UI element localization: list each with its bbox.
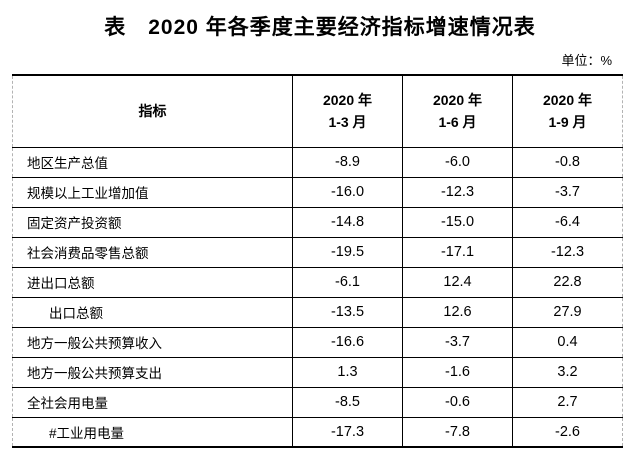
table-row: #工业用电量 -17.3 -7.8 -2.6 bbox=[12, 416, 623, 447]
table-row: 社会消费品零售总额 -19.5 -17.1 -12.3 bbox=[12, 236, 623, 267]
row-label: 规模以上工业增加值 bbox=[12, 176, 293, 207]
row-value: -2.6 bbox=[512, 416, 623, 447]
header-indicator: 指标 bbox=[12, 74, 293, 147]
row-value: 0.4 bbox=[512, 326, 623, 357]
row-value: -6.4 bbox=[512, 206, 623, 237]
header-period-range: 1-6 月 bbox=[438, 114, 477, 131]
header-period-range: 1-3 月 bbox=[328, 114, 367, 131]
row-value: -16.6 bbox=[292, 326, 403, 357]
row-value: -7.8 bbox=[402, 416, 513, 447]
row-label: 地方一般公共预算支出 bbox=[12, 356, 293, 387]
row-value: -14.8 bbox=[292, 206, 403, 237]
row-value: 27.9 bbox=[512, 296, 623, 327]
header-period-year: 2020 年 bbox=[322, 92, 373, 109]
row-value: -0.6 bbox=[402, 386, 513, 417]
row-value: -3.7 bbox=[512, 176, 623, 207]
row-label: 进出口总额 bbox=[12, 266, 293, 297]
row-value: 2.7 bbox=[512, 386, 623, 417]
table-row: 规模以上工业增加值 -16.0 -12.3 -3.7 bbox=[12, 176, 623, 207]
row-value: -13.5 bbox=[292, 296, 403, 327]
row-label: 全社会用电量 bbox=[12, 386, 293, 417]
row-value: -15.0 bbox=[402, 206, 513, 237]
row-value: -12.3 bbox=[512, 236, 623, 267]
unit-label: 单位：% bbox=[561, 53, 612, 68]
row-value: -3.7 bbox=[402, 326, 513, 357]
header-period-range: 1-9 月 bbox=[548, 114, 587, 131]
table-row: 地方一般公共预算支出 1.3 -1.6 3.2 bbox=[12, 356, 623, 387]
row-label: 地方一般公共预算收入 bbox=[12, 326, 293, 357]
row-label: 出口总额 bbox=[12, 296, 293, 327]
table-row: 进出口总额 -6.1 12.4 22.8 bbox=[12, 266, 623, 297]
table-row: 地方一般公共预算收入 -16.6 -3.7 0.4 bbox=[12, 326, 623, 357]
header-period-q2: 2020 年 1-6 月 bbox=[402, 74, 513, 147]
header-period-q3: 2020 年 1-9 月 bbox=[512, 74, 623, 147]
table-row: 地区生产总值 -8.9 -6.0 -0.8 bbox=[12, 146, 623, 177]
row-value: 22.8 bbox=[512, 266, 623, 297]
page-title: 表 2020 年各季度主要经济指标增速情况表 bbox=[104, 16, 536, 39]
row-value: -6.0 bbox=[402, 146, 513, 177]
row-value: -1.6 bbox=[402, 356, 513, 387]
table-row: 固定资产投资额 -14.8 -15.0 -6.4 bbox=[12, 206, 623, 237]
row-label: 社会消费品零售总额 bbox=[12, 236, 293, 267]
row-value: -6.1 bbox=[292, 266, 403, 297]
row-value: 3.2 bbox=[512, 356, 623, 387]
row-value: 12.4 bbox=[402, 266, 513, 297]
table-row: 出口总额 -13.5 12.6 27.9 bbox=[12, 296, 623, 327]
row-value: -12.3 bbox=[402, 176, 513, 207]
row-value: -17.1 bbox=[402, 236, 513, 267]
row-value: -19.5 bbox=[292, 236, 403, 267]
row-value: -17.3 bbox=[292, 416, 403, 447]
table-body: 地区生产总值 -8.9 -6.0 -0.8 规模以上工业增加值 -16.0 -1… bbox=[12, 146, 623, 447]
row-label: 固定资产投资额 bbox=[12, 206, 293, 237]
row-value: -8.9 bbox=[292, 146, 403, 177]
row-value: 1.3 bbox=[292, 356, 403, 387]
row-value: -8.5 bbox=[292, 386, 403, 417]
header-period-year: 2020 年 bbox=[542, 92, 593, 109]
header-period-q1: 2020 年 1-3 月 bbox=[292, 74, 403, 147]
row-label: #工业用电量 bbox=[12, 416, 293, 447]
row-value: -16.0 bbox=[292, 176, 403, 207]
table-row: 全社会用电量 -8.5 -0.6 2.7 bbox=[12, 386, 623, 417]
row-label: 地区生产总值 bbox=[12, 146, 293, 177]
row-value: -0.8 bbox=[512, 146, 623, 177]
table-header-row: 指标 2020 年 1-3 月 2020 年 1-6 月 2020 年 1-9 … bbox=[12, 74, 623, 147]
row-value: 12.6 bbox=[402, 296, 513, 327]
indicators-table: 指标 2020 年 1-3 月 2020 年 1-6 月 2020 年 1-9 … bbox=[12, 74, 623, 448]
header-period-year: 2020 年 bbox=[432, 92, 483, 109]
